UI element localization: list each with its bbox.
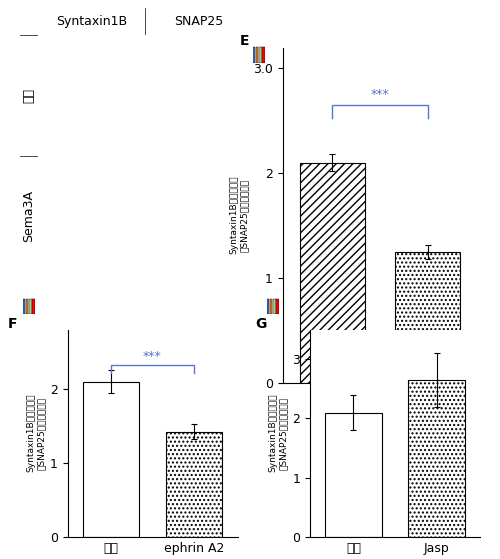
Text: ***: *** <box>370 88 390 101</box>
Bar <box>23 299 26 314</box>
Bar <box>300 163 365 383</box>
Text: A: A <box>40 39 50 52</box>
Bar <box>325 413 382 537</box>
Bar <box>259 47 262 63</box>
Text: D: D <box>148 159 158 173</box>
Text: E: E <box>240 34 249 48</box>
Bar <box>408 380 465 537</box>
Text: ***: *** <box>143 350 162 363</box>
Bar <box>26 299 29 314</box>
Bar <box>270 299 272 314</box>
Y-axis label: Syntaxin1Bのタンパク
（SNAP25量で標準化）: Syntaxin1Bのタンパク （SNAP25量で標準化） <box>268 394 288 472</box>
Bar <box>395 252 460 383</box>
Text: B: B <box>148 39 158 52</box>
Bar <box>253 47 256 63</box>
Y-axis label: Syntaxin1Bのタンパク
（SNAP25量で標準化）: Syntaxin1Bのタンパク （SNAP25量で標準化） <box>26 394 46 472</box>
Bar <box>256 47 258 63</box>
Bar <box>166 432 222 537</box>
Bar <box>29 299 32 314</box>
Text: F: F <box>8 318 18 331</box>
Text: G: G <box>256 318 267 331</box>
Text: C: C <box>40 159 50 173</box>
Text: 10 μm: 10 μm <box>95 129 126 139</box>
Text: 対照: 対照 <box>22 88 36 103</box>
Bar <box>82 382 140 537</box>
Bar <box>267 299 270 314</box>
Y-axis label: Syntaxin1Bのタンパク
（SNAP25量で標準化）: Syntaxin1Bのタンパク （SNAP25量で標準化） <box>230 176 248 254</box>
Text: SNAP25: SNAP25 <box>174 15 224 29</box>
Text: Syntaxin1B: Syntaxin1B <box>56 15 127 29</box>
Bar <box>262 47 264 63</box>
Bar <box>273 299 276 314</box>
Bar <box>32 299 34 314</box>
Text: Sema3A: Sema3A <box>22 190 36 243</box>
Bar <box>276 299 278 314</box>
